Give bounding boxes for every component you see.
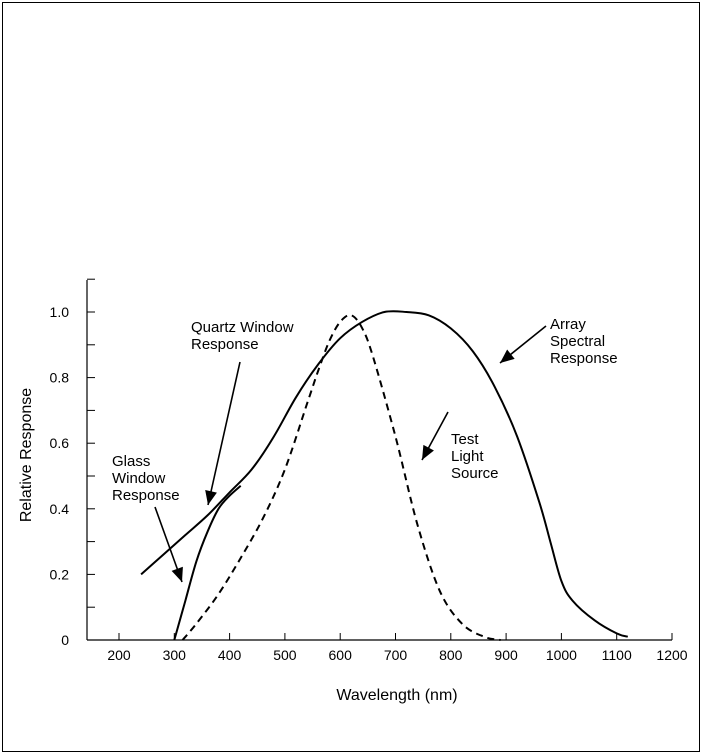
x-axis-title: Wavelength (nm) <box>336 687 457 704</box>
series-line-test-light <box>181 314 501 641</box>
y-tick-label: 0.6 <box>50 435 70 451</box>
x-tick-label: 200 <box>107 647 131 663</box>
y-tick-label: 0.2 <box>50 566 70 582</box>
annotation-glass-window-line: Glass <box>112 453 150 470</box>
annotation-layer: Quartz WindowResponseGlassWindowResponse… <box>112 316 618 583</box>
x-tick-label: 600 <box>329 647 353 663</box>
annotation-glass-window-line: Window <box>112 470 166 487</box>
annotation-array-spectral-line: Array <box>550 316 586 333</box>
series-line-quartz <box>140 310 629 638</box>
annotation-quartz-window-arrow <box>207 361 241 506</box>
x-tick-label: 700 <box>384 647 408 663</box>
annotation-array-spectral-arrowhead <box>500 349 515 363</box>
series-layer <box>140 310 629 641</box>
annotation-test-light-source-arrowhead <box>422 444 434 460</box>
annotation-glass-window-arrowhead <box>171 566 183 582</box>
x-tick-label: 500 <box>273 647 297 663</box>
series-line-glass <box>173 485 242 641</box>
y-axis-title: Relative Response <box>18 388 35 522</box>
y-tick-label: 1.0 <box>50 304 70 320</box>
x-tick-label: 1100 <box>602 647 632 663</box>
annotation-quartz-window-arrowhead <box>205 490 217 505</box>
y-tick-label: 0.8 <box>50 370 70 386</box>
annotation-test-light-source-line: Source <box>451 465 499 482</box>
annotation-glass-window-line: Response <box>112 487 180 504</box>
x-tick-label: 1000 <box>546 647 577 663</box>
annotation-array-spectral-line: Spectral <box>550 333 605 350</box>
x-tick-label: 400 <box>218 647 242 663</box>
x-tick-label: 800 <box>439 647 463 663</box>
y-tick-label: 0 <box>61 632 69 648</box>
axes: 200 300 400 500 600 700 800 900 1000 1100 1200 0 0.2… <box>50 278 688 663</box>
annotation-quartz-window-line: Quartz Window <box>191 319 294 336</box>
annotation-quartz-window-line: Response <box>191 336 259 353</box>
annotation-test-light-source-line: Light <box>451 448 484 465</box>
x-tick-label: 300 <box>163 647 187 663</box>
annotation-array-spectral-line: Response <box>550 350 618 367</box>
y-tick-label: 0.4 <box>50 501 70 517</box>
x-tick-label: 1200 <box>656 647 687 663</box>
annotation-test-light-source-line: Test <box>451 431 479 448</box>
x-tick-label: 900 <box>494 647 518 663</box>
